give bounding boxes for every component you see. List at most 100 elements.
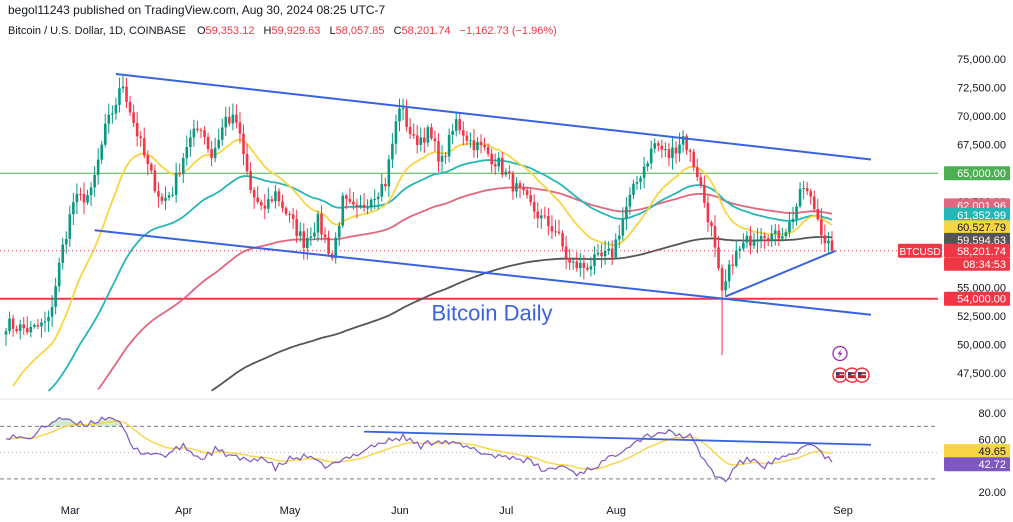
candle-body	[784, 232, 788, 237]
candle-body	[603, 250, 607, 257]
ohlc-low-label: L	[329, 25, 336, 37]
countdown-label: 08:34:53	[963, 259, 1006, 271]
x-axis-month: Aug	[606, 505, 626, 517]
candle	[93, 165, 96, 197]
candle-body	[564, 246, 568, 259]
candle	[345, 193, 348, 210]
candle-body	[355, 204, 359, 208]
candle	[242, 124, 245, 166]
candle-body	[710, 222, 713, 227]
rsi-badge-bg	[944, 457, 1010, 472]
candle-body	[359, 204, 362, 208]
candle	[738, 245, 742, 259]
candle	[596, 243, 600, 257]
candle-body	[749, 235, 752, 246]
candle	[153, 164, 157, 194]
candle-body	[415, 135, 419, 145]
candle	[224, 106, 228, 136]
flag-stripe-white	[858, 374, 866, 376]
candle	[82, 182, 86, 215]
candle	[667, 142, 671, 167]
candle-body	[692, 151, 696, 168]
candle-body	[22, 324, 26, 329]
candle-body	[593, 254, 596, 267]
candle-body	[525, 190, 529, 195]
candle-body	[802, 188, 805, 190]
candle-body	[561, 233, 564, 247]
candle	[128, 96, 132, 116]
candle-body	[316, 213, 320, 233]
price-badge-label: 60,527.79	[957, 222, 1006, 234]
candle	[235, 104, 238, 129]
candle-body	[649, 148, 653, 164]
candle	[749, 226, 752, 255]
candle-body	[320, 213, 323, 235]
candle-body	[508, 171, 511, 174]
candle-body	[40, 322, 43, 327]
candle	[444, 152, 447, 164]
candle	[281, 194, 284, 213]
candle-body	[220, 127, 224, 140]
candle-body	[231, 114, 235, 124]
candle	[68, 205, 72, 247]
candle-body	[79, 193, 82, 195]
candle-body	[267, 199, 270, 209]
candle-body	[277, 191, 281, 202]
chart-icons	[832, 345, 870, 383]
candle	[589, 256, 593, 277]
candle-body	[614, 239, 618, 258]
candle-body	[738, 248, 742, 251]
candle	[791, 207, 795, 230]
candle	[178, 163, 182, 178]
candle	[327, 230, 330, 257]
candle	[575, 251, 579, 272]
candle	[795, 203, 798, 226]
candle-body	[504, 171, 508, 175]
candle-body	[812, 196, 816, 209]
candle	[805, 181, 809, 196]
candle	[291, 207, 295, 229]
candle	[213, 137, 217, 163]
candle-body	[153, 170, 157, 192]
ohlc-close-value: 58,201.74	[401, 25, 451, 37]
symbol-name[interactable]: Bitcoin / U.S. Dollar, 1D, COINBASE	[8, 25, 186, 37]
candle-body	[263, 205, 267, 209]
candle	[561, 230, 564, 252]
candle-body	[309, 236, 313, 238]
candle-body	[128, 101, 132, 113]
ohlc-high-value: 59,929.63	[271, 25, 321, 37]
candle-body	[135, 122, 139, 137]
x-axis-month: Jul	[499, 505, 513, 517]
candle	[529, 188, 532, 206]
candle-body	[667, 149, 671, 159]
candle-body	[493, 164, 497, 167]
candle	[47, 310, 50, 332]
candle-body	[617, 235, 621, 240]
rsi-badge-label: 42.72	[978, 459, 1006, 471]
candle-body	[150, 164, 153, 171]
candle	[788, 211, 791, 238]
trendline-2	[94, 229, 872, 316]
candle	[150, 162, 153, 174]
candle	[628, 187, 632, 215]
candle	[189, 129, 192, 157]
candle	[192, 119, 196, 147]
candle-body	[249, 171, 252, 191]
candle	[245, 143, 249, 175]
candle	[518, 180, 522, 199]
price-badge-label: 54,000.00	[957, 294, 1006, 306]
candle	[295, 209, 298, 243]
candle-body	[795, 206, 798, 219]
candle	[72, 193, 75, 226]
candle	[121, 76, 125, 93]
candle-body	[695, 167, 699, 178]
candle	[617, 225, 621, 248]
candle	[777, 224, 781, 246]
candle-body	[809, 191, 813, 197]
candle	[288, 211, 291, 223]
candle-body	[586, 267, 589, 270]
candle-body	[628, 194, 632, 207]
candle-body	[103, 123, 107, 145]
candle	[720, 264, 724, 356]
